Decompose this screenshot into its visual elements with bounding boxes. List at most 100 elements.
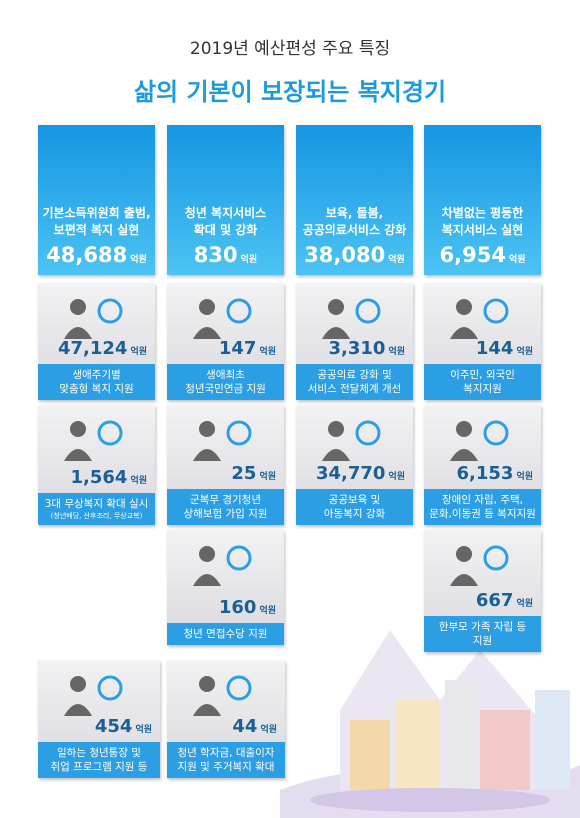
text-line: 복지서비스 실현 [441, 223, 524, 237]
unit: 억원 [260, 725, 277, 735]
subtitle: 삶의 기본이 보장되는 복지경기 [133, 78, 447, 106]
amount-value: 48,688 [46, 243, 128, 267]
card: 청년 면접수당 지원 160 억원 [167, 530, 284, 645]
amount-value: 6,954 [439, 243, 506, 267]
amount-value: 830 [193, 243, 238, 267]
amount-value: 34,770 [315, 463, 386, 484]
amount-value: 3,310 [328, 338, 386, 359]
label-line: 맞춤형 복지 지원 [59, 383, 134, 395]
amount: 1,564 억원 [71, 467, 148, 488]
unit: 억원 [259, 472, 276, 482]
card-label: 장애인 자립, 주택, 문화,이동권 등 복지지원 [424, 489, 541, 525]
label-line: 일하는 청년통장 및 [57, 747, 141, 759]
label-line: 공공보육 및 [328, 494, 381, 506]
amount-value: 667 [475, 590, 514, 611]
amount-value: 147 [218, 338, 257, 359]
label-note: (청년배당, 산후조리, 무상교복) [50, 512, 143, 520]
icon [193, 675, 252, 716]
label-line: 이주민, 외국인 [450, 369, 515, 381]
label-line: 문화,이동권 등 복지지원 [429, 508, 536, 520]
top-card: 보육, 돌봄, 공공의료서비스 강화 38,080 억원 [296, 125, 413, 275]
icon [64, 675, 123, 716]
amount: 830 억원 [167, 243, 284, 267]
unit: 억원 [259, 347, 276, 357]
unit: 억원 [516, 599, 533, 609]
label-line: 취업 프로그램 지원 등 [50, 761, 148, 773]
text-line: 차별없는 평등한 [441, 206, 524, 220]
unit: 억원 [516, 347, 533, 357]
amount-value: 1,564 [70, 467, 128, 489]
amount: 38,080 억원 [296, 243, 413, 267]
card: 3대 무상복지 확대 실시 (청년배당, 산후조리, 무상교복) 1,564 억원 [38, 405, 155, 525]
icon [193, 545, 252, 586]
amount-value: 38,080 [304, 243, 386, 267]
unit: 억원 [130, 476, 147, 487]
card-label: 생애주기별 맞춤형 복지 지원 [38, 364, 155, 400]
unit: 억원 [130, 347, 147, 357]
amount-value: 47,124 [57, 338, 128, 359]
amount: 160 억원 [219, 597, 276, 618]
icon [450, 545, 509, 586]
amount: 6,153 억원 [457, 463, 534, 484]
amount-value: 44 [232, 716, 258, 737]
label-line: 청년 학자금, 대출이자 [177, 747, 275, 759]
card: 생애주기별 맞춤형 복지 지원 47,124 억원 [38, 283, 155, 400]
amount: 667 억원 [476, 590, 533, 611]
unit: 억원 [388, 472, 405, 482]
icon [322, 420, 381, 461]
icon [64, 420, 123, 461]
amount: 3,310 억원 [329, 338, 406, 359]
amount: 34,770 억원 [316, 463, 405, 484]
amount: 25 억원 [231, 463, 276, 484]
amount-value: 454 [94, 716, 133, 737]
text-line: 확대 및 강화 [193, 223, 258, 237]
label-line: 상해보험 가입 지원 [183, 508, 268, 520]
text-line: 기본소득위원회 출범, [42, 206, 151, 220]
card: 한부모 가족 자립 등 지원 667 억원 [424, 530, 541, 652]
unit: 억원 [259, 606, 276, 616]
text-line: 보편적 복지 실현 [53, 223, 140, 237]
unit: 억원 [516, 472, 533, 482]
amount: 44 억원 [232, 716, 277, 737]
label-line: 장애인 자립, 주택, [442, 494, 523, 506]
unit: 억원 [135, 725, 152, 735]
label-line: 아동복지 강화 [323, 508, 386, 520]
label-line: 공공의료 강화 및 [317, 369, 392, 381]
card-label: 청년 면접수당 지원 [167, 623, 284, 645]
card-label: 한부모 가족 자립 등 지원 [424, 616, 541, 652]
amount: 147 억원 [219, 338, 276, 359]
amount: 144 억원 [476, 338, 533, 359]
unit: 억원 [388, 347, 405, 357]
amount-value: 144 [475, 338, 514, 359]
top-card: 기본소득위원회 출범, 보편적 복지 실현 48,688 억원 [38, 125, 155, 275]
icon [193, 420, 252, 461]
text-line: 청년 복지서비스 [184, 206, 267, 220]
unit: 억원 [388, 255, 405, 265]
card-text: 보육, 돌봄, 공공의료서비스 강화 [296, 205, 413, 239]
unit: 억원 [508, 255, 526, 265]
icon [450, 298, 509, 339]
label-line: 지원 [472, 635, 493, 647]
city-illustration [280, 630, 580, 818]
amount: 454 억원 [95, 716, 152, 737]
card: 이주민, 외국인 복지지원 144 억원 [424, 283, 541, 400]
label-line: 청년 면접수당 지원 [183, 628, 268, 640]
label-line: 군복무 경기청년 [190, 494, 261, 506]
label-line: 지원 및 주거복지 확대 [177, 761, 275, 773]
card: 장애인 자립, 주택, 문화,이동권 등 복지지원 6,153 억원 [424, 405, 541, 525]
label-line: 서비스 전달체계 개선 [307, 383, 402, 395]
